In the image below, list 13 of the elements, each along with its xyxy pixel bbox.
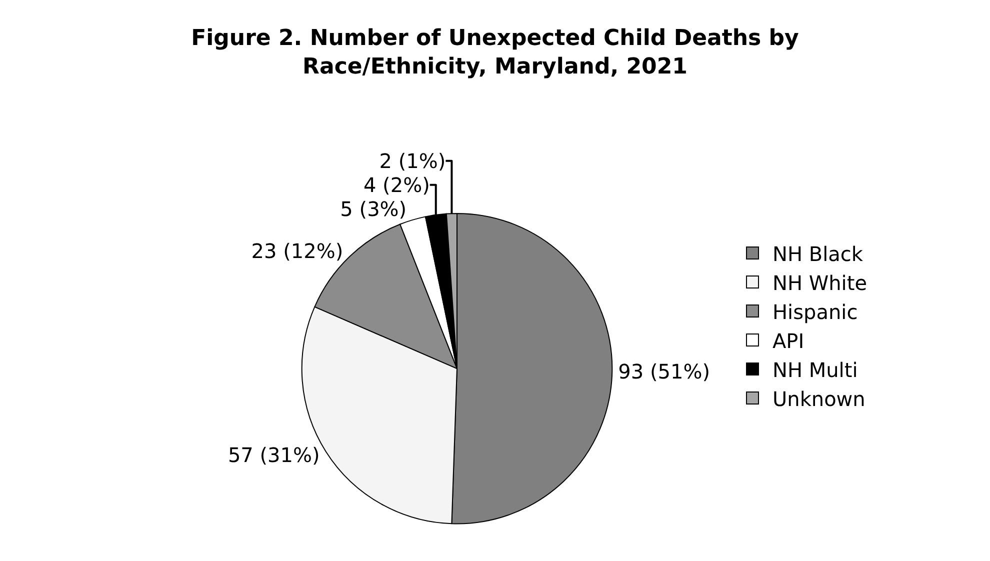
legend-label: API: [772, 328, 804, 353]
legend-label: Hispanic: [772, 300, 858, 324]
data-label: 93 (51%): [618, 359, 710, 384]
legend-label: Unknown: [772, 386, 866, 411]
chart-title: Figure 2. Number of Unexpected Child Deaths by Race/Ethnicity, Maryland, 2021: [191, 26, 799, 80]
data-label: 57 (31%): [228, 442, 320, 467]
data-label: 2 (1%): [379, 148, 446, 173]
data-label: 4 (2%): [363, 172, 430, 197]
data-label: 5 (3%): [340, 196, 407, 221]
data-label: 23 (12%): [251, 238, 344, 263]
legend-label: NH Multi: [772, 358, 858, 382]
legend-label: NH White: [772, 270, 868, 295]
legend-label: NH Black: [772, 242, 864, 266]
